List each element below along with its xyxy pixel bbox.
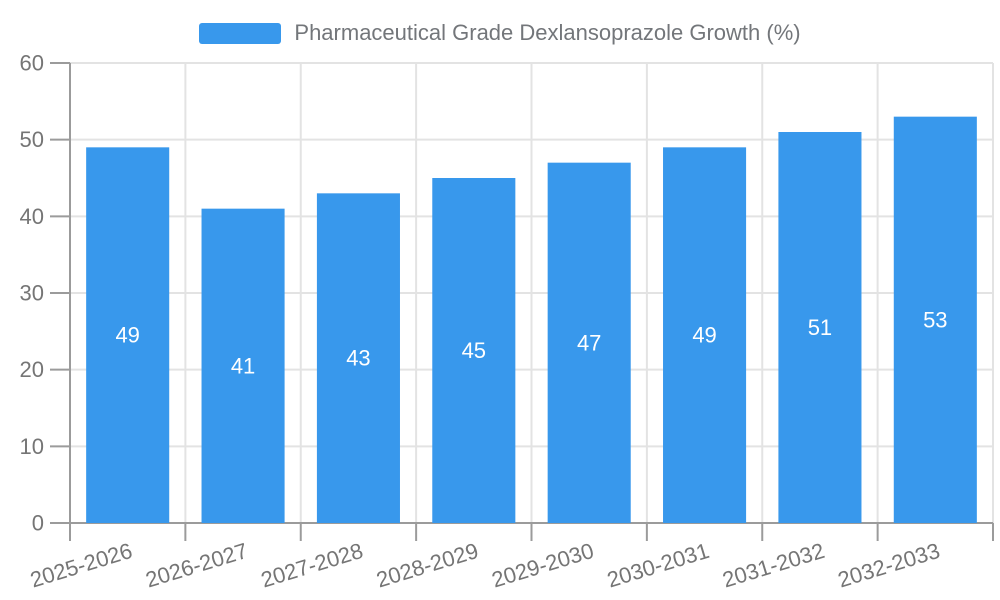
x-axis-tick-label: 2031-2032: [719, 538, 827, 593]
bar-value-label: 49: [115, 323, 139, 348]
bar-2029-2030[interactable]: [547, 162, 631, 523]
bar-2028-2029[interactable]: [432, 178, 516, 523]
bar-2027-2028[interactable]: [316, 193, 400, 524]
x-axis-tick-label: 2026-2027: [143, 538, 251, 593]
legend-label: Pharmaceutical Grade Dexlansoprazole Gro…: [294, 20, 801, 45]
bar-value-label: 53: [923, 307, 947, 332]
x-axis-tick-label: 2028-2029: [373, 538, 481, 593]
x-axis-tick-label: 2032-2033: [835, 538, 943, 593]
x-axis-tick-label: 2025-2026: [27, 538, 135, 593]
y-axis-tick-label: 20: [20, 357, 44, 382]
bar-value-label: 41: [231, 353, 255, 378]
x-axis-tick-label: 2029-2030: [489, 538, 597, 593]
bar-2026-2027[interactable]: [201, 208, 285, 523]
bar-value-label: 43: [346, 346, 370, 371]
x-axis-tick-label: 2027-2028: [258, 538, 366, 593]
legend-item[interactable]: Pharmaceutical Grade Dexlansoprazole Gro…: [0, 21, 1000, 45]
y-axis-tick-label: 40: [20, 204, 44, 229]
y-axis-tick-label: 60: [20, 51, 44, 76]
y-axis-tick-label: 0: [32, 511, 44, 536]
bar-value-label: 45: [462, 338, 486, 363]
x-axis-tick-label: 2030-2031: [604, 538, 712, 593]
bar-value-label: 51: [808, 315, 832, 340]
y-axis-tick-label: 30: [20, 281, 44, 306]
bar-value-label: 47: [577, 330, 601, 355]
bar-2030-2031[interactable]: [663, 147, 747, 524]
legend-swatch: [199, 22, 282, 44]
y-axis-tick-label: 10: [20, 434, 44, 459]
bar-2031-2032[interactable]: [778, 132, 862, 523]
y-axis-tick-label: 50: [20, 127, 44, 152]
bar-2032-2033[interactable]: [893, 116, 977, 524]
bar-2025-2026[interactable]: [86, 147, 170, 524]
bar-value-label: 49: [692, 323, 716, 348]
